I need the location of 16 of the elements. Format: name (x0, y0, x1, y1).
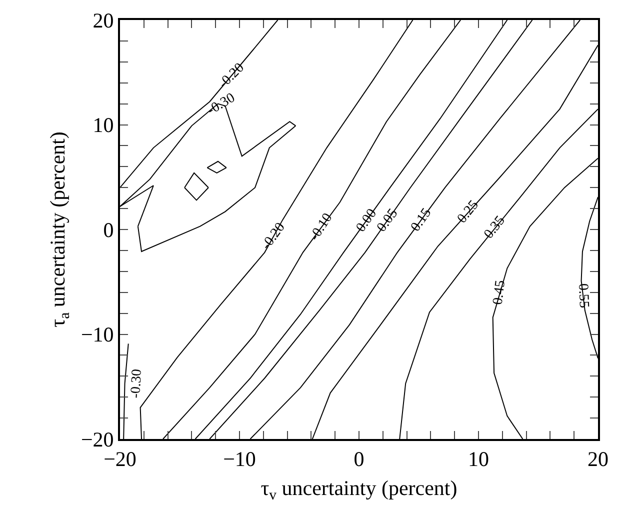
x-tick-label: 0 (354, 447, 364, 472)
y-tick-label: 10 (92, 113, 114, 138)
y-tick-label: 0 (103, 218, 114, 242)
text: 0.15 (408, 206, 435, 235)
text: 0.05 (374, 206, 402, 235)
text: -0.30 (205, 90, 238, 118)
text: -0.30 (128, 368, 146, 399)
text: 0.35 (481, 213, 508, 242)
y-tick-label: −10 (80, 322, 114, 347)
x-tick-label: 20 (588, 447, 608, 472)
y-tick-label: 20 (92, 8, 114, 32)
x-tick-label: 10 (468, 447, 489, 472)
y-tick-label: −20 (80, 427, 114, 452)
text: 0.25 (454, 198, 482, 226)
x-tick-label: −10 (223, 447, 256, 472)
x-axis-title: τ$_{v}$ uncertainty (percent) (260, 476, 458, 504)
